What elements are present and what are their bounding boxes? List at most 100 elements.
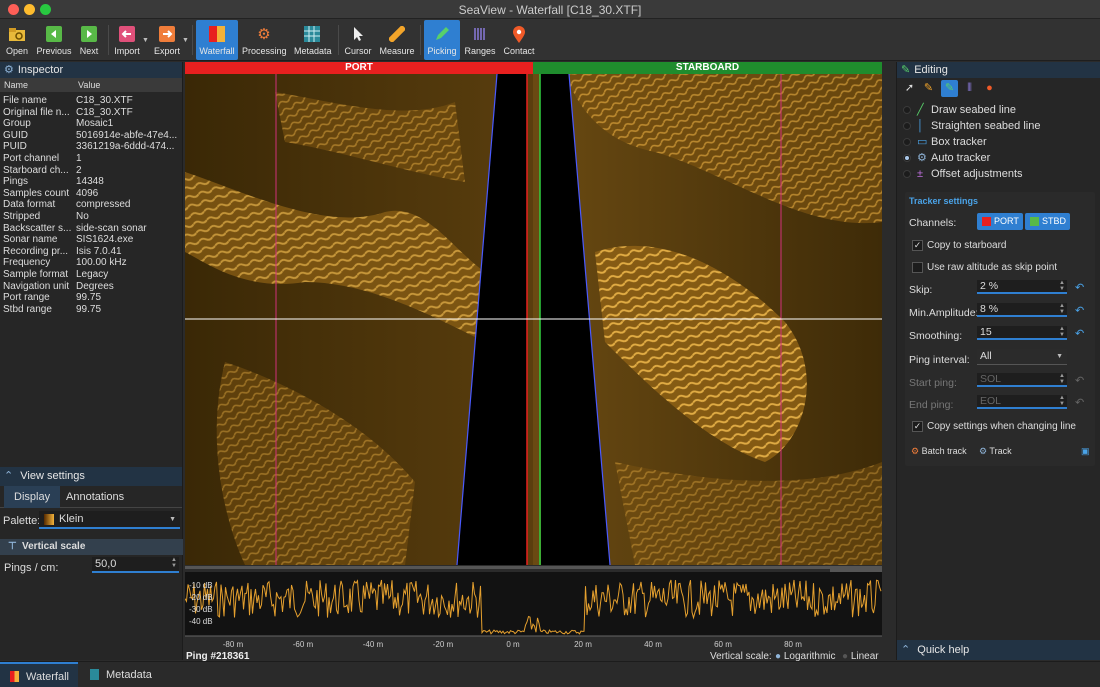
- inspector-row-name: Recording pr...: [3, 245, 69, 257]
- radio-button[interactable]: [903, 170, 911, 178]
- radio-button[interactable]: [903, 138, 911, 146]
- ruler-tool-icon[interactable]: ✎: [923, 82, 934, 94]
- inspector-row[interactable]: Group Mosaic1: [0, 118, 182, 130]
- copy-to-starboard-checkbox[interactable]: ✓: [912, 240, 923, 251]
- inspector-row-name: Frequency: [3, 257, 51, 269]
- tab-annotations[interactable]: Annotations: [66, 491, 125, 503]
- column-header-value[interactable]: Value: [78, 80, 101, 90]
- inspector-row[interactable]: Samples count 4096: [0, 188, 182, 200]
- start-ping-input[interactable]: SOL ▲ ▼: [977, 373, 1067, 387]
- pings-per-cm-input[interactable]: 50,0 ▲ ▼: [92, 557, 179, 573]
- inspector-row[interactable]: GUID 5016914e-abfe-47e4...: [0, 130, 182, 142]
- stepper-icon[interactable]: ▲ ▼: [171, 557, 177, 569]
- chevron-down-icon: ▼: [1056, 353, 1063, 360]
- radio-button[interactable]: [903, 106, 911, 114]
- batch-track-button[interactable]: ⚙ Batch track: [911, 446, 967, 456]
- inspector-row[interactable]: Navigation unit Degrees: [0, 281, 182, 293]
- inspector-row[interactable]: Original file n... C18_30.XTF: [0, 107, 182, 119]
- ping-interval-select[interactable]: All ▼: [977, 349, 1067, 365]
- reset-smoothing-icon[interactable]: ↶: [1075, 328, 1085, 340]
- save-icon[interactable]: ▣: [1081, 446, 1090, 456]
- radio-button[interactable]: [903, 122, 911, 130]
- stepper-icon[interactable]: ▲ ▼: [1059, 280, 1065, 292]
- previous-button[interactable]: Previous: [36, 20, 72, 60]
- main-toolbar: Open Previous Next Import ▼ Export ▼ Wat…: [0, 19, 1100, 61]
- ranges-button[interactable]: Ranges: [464, 20, 496, 60]
- copy-settings-checkbox[interactable]: ✓: [912, 421, 923, 432]
- picking-button[interactable]: Picking: [424, 20, 460, 60]
- inspector-row[interactable]: Frequency 100.00 kHz: [0, 257, 182, 269]
- inspector-row[interactable]: Backscatter s... side-scan sonar: [0, 223, 182, 235]
- title-bar: SeaView - Waterfall [C18_30.XTF]: [0, 0, 1100, 19]
- inspector-row-value: compressed: [76, 199, 131, 211]
- column-header-name[interactable]: Name: [4, 80, 29, 90]
- contact-button[interactable]: Contact: [502, 20, 536, 60]
- linear-radio[interactable]: ● Linear: [842, 651, 879, 662]
- inspector-row[interactable]: Data format compressed: [0, 199, 182, 211]
- port-channel-toggle[interactable]: PORT: [977, 213, 1023, 230]
- inspector-row-value: side-scan sonar: [76, 222, 147, 234]
- inspector-row[interactable]: PUID 3361219a-6ddd-474...: [0, 141, 182, 153]
- min-amplitude-input[interactable]: 8 % ▲ ▼: [977, 303, 1067, 317]
- inspector-row[interactable]: Recording pr... Isis 7.0.41: [0, 246, 182, 258]
- reset-skip-icon[interactable]: ↶: [1075, 282, 1085, 294]
- cursor-button[interactable]: Cursor: [343, 20, 373, 60]
- tab-metadata[interactable]: Metadata: [80, 662, 160, 687]
- inspector-row[interactable]: Sonar name SIS1624.exe: [0, 234, 182, 246]
- inspector-row[interactable]: Port range 99.75: [0, 292, 182, 304]
- inspector-row[interactable]: Port channel 1: [0, 153, 182, 165]
- inspector-row[interactable]: Stripped No: [0, 211, 182, 223]
- metadata-button[interactable]: Metadata: [294, 20, 332, 60]
- reset-start-ping-icon[interactable]: ↶: [1075, 375, 1085, 387]
- open-button[interactable]: Open: [2, 20, 32, 60]
- cursor-icon: [349, 26, 367, 44]
- stepper-icon[interactable]: ▲ ▼: [1059, 326, 1065, 338]
- tab-display[interactable]: Display: [4, 486, 61, 508]
- reset-min-amplitude-icon[interactable]: ↶: [1075, 305, 1085, 317]
- quick-help-header[interactable]: ⌃ Quick help: [897, 640, 1100, 660]
- measure-button[interactable]: Measure: [379, 20, 415, 60]
- stepper-icon[interactable]: ▲ ▼: [1059, 395, 1065, 407]
- logarithmic-radio[interactable]: ● Logarithmic: [775, 651, 836, 662]
- smoothing-input[interactable]: 15 ▲ ▼: [977, 326, 1067, 340]
- import-dropdown-icon[interactable]: ▼: [142, 37, 149, 44]
- export-button[interactable]: Export: [152, 20, 182, 60]
- pencil-tool-icon[interactable]: ✎: [941, 80, 958, 97]
- box-icon: ▭: [917, 136, 928, 148]
- waterfall-button[interactable]: Waterfall: [196, 20, 238, 60]
- tracker-settings-title: Tracker settings: [909, 196, 979, 206]
- palette-select[interactable]: Klein ▼: [39, 511, 180, 529]
- import-button[interactable]: Import: [112, 20, 142, 60]
- inspector-row[interactable]: Stbd range 99.75: [0, 304, 182, 316]
- raw-altitude-checkbox[interactable]: [912, 262, 923, 273]
- skip-input[interactable]: 2 % ▲ ▼: [977, 280, 1067, 294]
- waterfall-view[interactable]: PORT STARBOARD: [185, 62, 882, 565]
- ranges-tool-icon[interactable]: ⦀: [967, 82, 972, 94]
- stepper-icon[interactable]: ▲ ▼: [1059, 373, 1065, 385]
- radio-button-selected[interactable]: [903, 154, 911, 162]
- pin-tool-icon[interactable]: ●: [986, 82, 993, 94]
- inspector-row[interactable]: Pings 14348: [0, 176, 182, 188]
- bottom-tab-bar: Waterfall Metadata: [0, 661, 1100, 687]
- reset-end-ping-icon[interactable]: ↶: [1075, 397, 1085, 409]
- export-dropdown-icon[interactable]: ▼: [182, 37, 189, 44]
- select-tool-icon[interactable]: ➚: [904, 82, 915, 94]
- stbd-channel-toggle[interactable]: STBD: [1025, 213, 1070, 230]
- minimize-window-button[interactable]: [24, 4, 35, 15]
- gears-icon: ⚙: [911, 446, 920, 456]
- processing-button[interactable]: ⚙ Processing: [242, 26, 287, 56]
- inspector-row[interactable]: Sample format Legacy: [0, 269, 182, 281]
- maximize-window-button[interactable]: [40, 4, 51, 15]
- view-settings-header[interactable]: ⌃ View settings: [0, 467, 182, 486]
- close-window-button[interactable]: [8, 4, 19, 15]
- ping-profile-plot[interactable]: -10 dB -20 dB -30 dB -40 dB -80 m -60 m -40 m…: [185, 566, 882, 676]
- inspector-row[interactable]: Starboard ch... 2: [0, 165, 182, 177]
- inspector-row[interactable]: File name C18_30.XTF: [0, 95, 182, 107]
- palette-swatch: [44, 514, 54, 525]
- table-icon: [90, 669, 99, 680]
- end-ping-input[interactable]: EOL ▲ ▼: [977, 395, 1067, 409]
- stepper-icon[interactable]: ▲ ▼: [1059, 303, 1065, 315]
- tab-waterfall[interactable]: Waterfall: [0, 662, 78, 687]
- next-button[interactable]: Next: [76, 20, 102, 60]
- track-button[interactable]: ⚙ Track: [979, 446, 1012, 456]
